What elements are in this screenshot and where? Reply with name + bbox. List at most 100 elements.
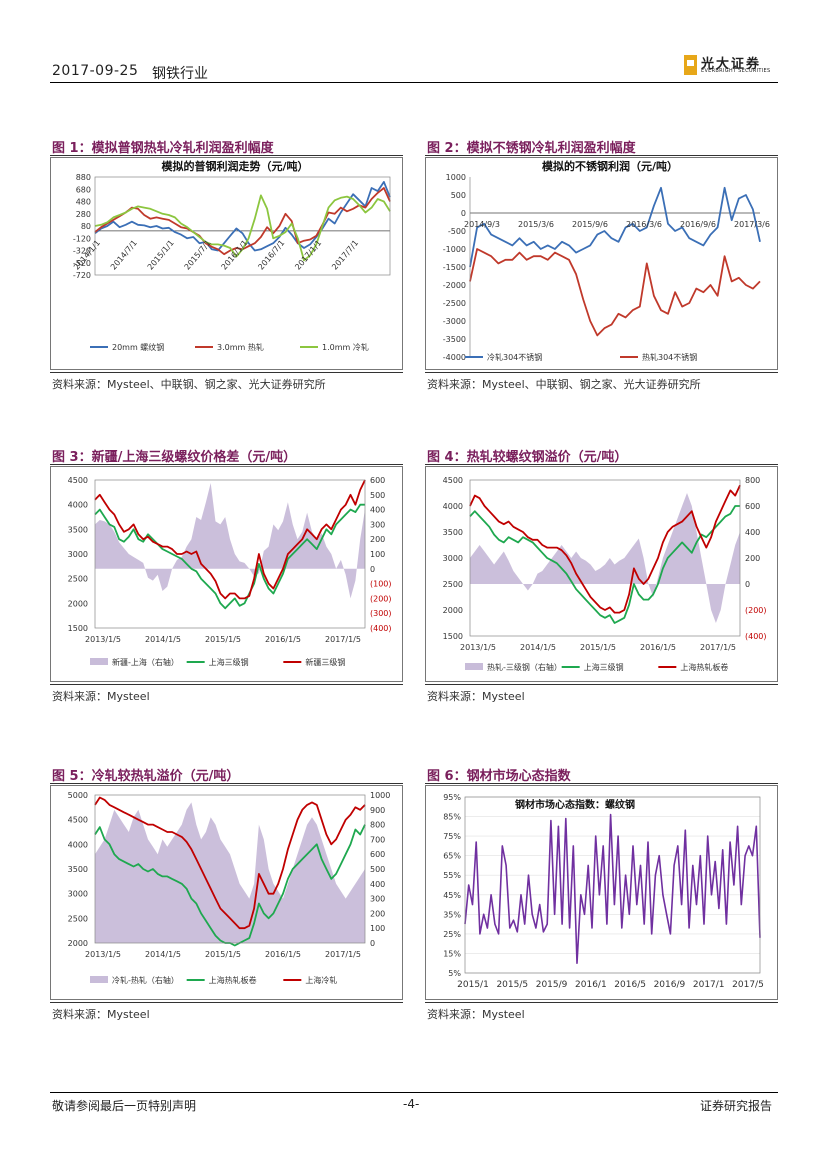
y-tick-label: 2500 <box>443 580 463 589</box>
x-tick-label: 2014/1/5 <box>520 643 556 652</box>
x-tick-label: 2013/1/5 <box>85 950 121 959</box>
logo-mark-icon <box>684 55 697 75</box>
series-line-2 <box>469 484 741 614</box>
y-tick-label: 480 <box>76 198 91 207</box>
y-tick-label: 680 <box>76 185 91 194</box>
series-line-0 <box>94 181 391 252</box>
y-tick-label: -120 <box>73 234 91 243</box>
y2-tick-label: 100 <box>370 924 385 933</box>
y-tick-label: 3500 <box>68 525 88 534</box>
figure-6-rule-bottom <box>425 1002 778 1003</box>
x-tick-label: 2016/5 <box>614 980 646 990</box>
footer-report-type: 证券研究报告 <box>700 1099 773 1113</box>
y-tick-label: 3500 <box>68 865 88 874</box>
chart-frame <box>50 157 403 370</box>
chart-frame <box>425 466 778 682</box>
legend-label: 上海三级钢 <box>209 657 249 667</box>
y-tick-label: 3000 <box>68 550 88 559</box>
y2-tick-label: 400 <box>745 528 760 537</box>
y-tick-label: 80 <box>81 222 91 231</box>
x-tick-label: 2016/1/5 <box>265 635 301 644</box>
y-tick-label: -4000 <box>443 353 466 362</box>
report-date: 2017-09-25 <box>52 63 139 79</box>
y-tick-label: 4000 <box>443 502 463 511</box>
x-tick-label: 2015/9/6 <box>572 220 608 229</box>
series-area-0 <box>95 483 365 599</box>
x-tick-label: 2017/7/1 <box>330 238 360 271</box>
plot-border <box>94 794 366 944</box>
plot-border <box>94 479 366 629</box>
figure-1-source: 资料来源：Mysteel、中联钢、钢之家、光大证券研究所 <box>52 378 326 391</box>
y-tick-label: -1500 <box>443 263 466 272</box>
legend-label: 上海热轧板卷 <box>209 975 257 985</box>
x-tick-label: 2015/1/5 <box>205 950 241 959</box>
y-tick-label: 4500 <box>443 476 463 485</box>
y-tick-label: -2500 <box>443 299 466 308</box>
legend-label: 热轧304不锈钢 <box>642 352 697 362</box>
series-line-2 <box>94 194 391 262</box>
x-tick-label: 2015/7/1 <box>183 238 213 271</box>
y2-tick-label: 300 <box>370 520 385 529</box>
x-tick-label: 2016/1/5 <box>265 950 301 959</box>
y2-tick-label: (400) <box>745 632 767 641</box>
x-tick-label: 2016/1/5 <box>640 643 676 652</box>
y2-tick-label: 1000 <box>370 791 390 800</box>
x-tick-label: 2015/9 <box>536 980 568 990</box>
y-tick-label: 880 <box>76 173 91 182</box>
legend-swatch <box>90 658 108 665</box>
x-tick-label: 2013/1/5 <box>460 643 496 652</box>
y-tick-label: 3000 <box>68 890 88 899</box>
legend-label: 20mm 螺纹钢 <box>112 342 164 352</box>
chart-title: 模拟的普钢利润走势（元/吨） <box>161 159 308 173</box>
figure-5-rule-bottom <box>50 1002 403 1003</box>
chart-title: 钢材市场心态指数：螺纹钢 <box>515 798 635 811</box>
chart-stainless-profit: 1000 500 0 -500 -1000 -1500 -2000 -2500 -3000 -35… <box>425 157 778 370</box>
figure-3-rule <box>50 464 403 465</box>
y2-tick-label: 800 <box>745 476 760 485</box>
y2-tick-label: 300 <box>370 895 385 904</box>
x-tick-label: 2015/3/6 <box>518 220 554 229</box>
x-tick-label: 2016/9 <box>654 980 686 990</box>
y-tick-label: -520 <box>73 259 91 268</box>
y-tick-label: 15% <box>443 949 461 958</box>
y2-tick-label: 900 <box>370 806 385 815</box>
x-tick-label: 2014/1/5 <box>145 635 181 644</box>
figure-2-rule <box>425 155 778 156</box>
legend-swatch <box>465 663 483 670</box>
x-tick-label: 2014/9/3 <box>464 220 500 229</box>
y2-tick-label: 500 <box>370 491 385 500</box>
y-tick-label: 4500 <box>68 816 88 825</box>
y2-tick-label: 400 <box>370 880 385 889</box>
y2-tick-label: 600 <box>370 850 385 859</box>
x-tick-label: 2013/1/5 <box>85 635 121 644</box>
y2-tick-label: 800 <box>370 821 385 830</box>
legend-label: 冷轧304不锈钢 <box>487 352 542 362</box>
x-tick-label: 2015/1/5 <box>205 635 241 644</box>
y-tick-label: -3500 <box>443 335 466 344</box>
y-tick-label: 2500 <box>68 575 88 584</box>
y-tick-label: -720 <box>73 271 91 280</box>
series-line-2 <box>94 796 366 930</box>
y2-tick-label: 200 <box>370 535 385 544</box>
figure-5-source: 资料来源：Mysteel <box>52 1008 150 1021</box>
y-tick-label: -1000 <box>443 245 466 254</box>
y-tick-label: 2000 <box>68 599 88 608</box>
figure-2-title: 图 2：模拟不锈钢冷轧利润盈利幅度 <box>427 141 636 156</box>
legend-label: 上海热轧板卷 <box>680 662 728 672</box>
legend-label: 1.0mm 冷轧 <box>322 342 369 352</box>
y-tick-label: 2000 <box>68 939 88 948</box>
chart-title: 模拟的不锈钢利润（元/吨） <box>542 159 678 173</box>
plot-border <box>94 176 391 276</box>
figure-6-source: 资料来源：Mysteel <box>427 1008 525 1021</box>
series-area-0 <box>470 493 740 623</box>
y-tick-label: 4000 <box>68 501 88 510</box>
series-line-0 <box>469 186 761 268</box>
y2-tick-label: 600 <box>370 476 385 485</box>
chart-sentiment-index: 95% 85% 75% 65% 55% 45% 35% 25% 15% 5% 2015/1 2015/… <box>425 785 778 1000</box>
y2-tick-label: (200) <box>745 606 767 615</box>
y2-tick-label: 200 <box>745 554 760 563</box>
x-tick-label: 2017/1 <box>693 980 725 990</box>
legend-swatch <box>90 976 108 983</box>
y-tick-label: 4000 <box>68 840 88 849</box>
y-tick-label: 4500 <box>68 476 88 485</box>
